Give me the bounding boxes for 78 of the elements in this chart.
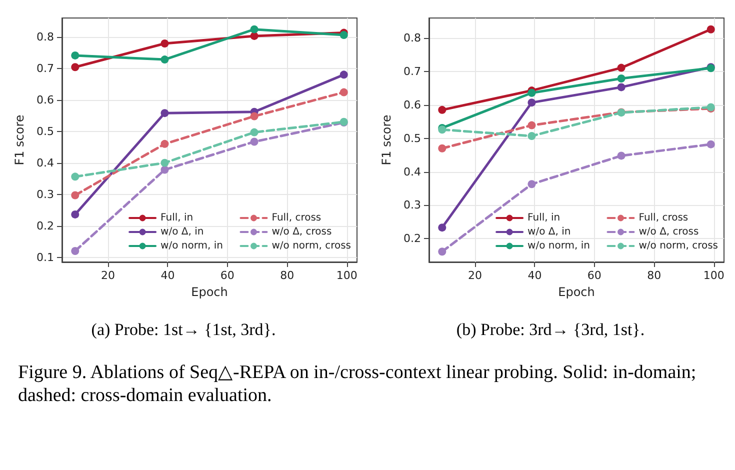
point <box>71 63 80 72</box>
point <box>528 180 536 188</box>
y-tick-label: 0.4 <box>36 156 54 170</box>
point <box>250 128 258 136</box>
x-tick-label: 60 <box>587 269 602 282</box>
y-tick-label: 0.3 <box>36 188 54 201</box>
y-tick-label: 0.5 <box>404 132 421 145</box>
legend-label: w/o Δ, in <box>528 226 571 238</box>
point <box>528 98 536 107</box>
y-tick-label: 0.3 <box>404 198 421 212</box>
point <box>160 166 169 174</box>
legend-label: Full, in <box>160 212 194 224</box>
point <box>340 88 348 96</box>
point <box>71 51 80 60</box>
text: (b) Probe: 3rd→ {3rd, 1st}. <box>455 320 646 340</box>
point <box>706 140 715 148</box>
point <box>617 64 626 72</box>
point <box>160 109 169 118</box>
x-tick-label: 80 <box>647 269 662 282</box>
point <box>706 25 715 34</box>
point <box>617 74 626 82</box>
legend-label: Full, in <box>528 212 560 224</box>
legend-label: w/o norm, cross <box>638 240 718 252</box>
point <box>250 32 258 40</box>
x-tick-label: 100 <box>336 269 358 282</box>
point <box>438 144 446 152</box>
text: (a) Probe: 1st→ {1st, 3rd}. <box>90 320 277 340</box>
y-tick-label: 0.2 <box>404 232 421 246</box>
x-tick-label: 40 <box>528 269 542 282</box>
legend-label: w/o norm, cross <box>272 240 352 252</box>
point <box>160 40 169 48</box>
point <box>250 25 258 34</box>
y-tick-label: 0.6 <box>404 98 421 112</box>
caption: Figure 9. Ablations of Seq△-REPA on in-/cross-context linear probing. Solid: in-domain; dashed: cross-domain evaluation. <box>18 362 698 408</box>
point <box>340 31 348 39</box>
x-axis-title: Epoch <box>191 284 228 299</box>
y-tick-label: 0.2 <box>36 219 54 232</box>
y-tick-label: 0.4 <box>404 165 421 178</box>
point <box>617 152 626 160</box>
point <box>250 112 258 120</box>
x-axis-title: Epoch <box>558 284 595 299</box>
y-tick-label: 0.8 <box>36 30 54 44</box>
legend-label: w/o norm, in <box>528 240 590 252</box>
y-tick-label: 0.7 <box>36 62 54 75</box>
legend-label: w/o norm, in <box>160 240 223 252</box>
x-tick-label: 40 <box>160 269 175 282</box>
legend-label: Full, cross <box>272 212 322 224</box>
point <box>438 224 446 232</box>
point <box>438 106 446 114</box>
point <box>617 83 626 92</box>
y-tick-label: 0.5 <box>36 124 54 138</box>
x-tick-label: 80 <box>280 269 294 282</box>
y-tick-label: 0.7 <box>404 64 421 78</box>
x-tick-label: 20 <box>100 269 115 282</box>
point <box>160 158 169 167</box>
y-axis-title: F1 score <box>12 114 27 166</box>
point <box>71 210 80 218</box>
legend-label: w/o Δ, in <box>160 226 204 238</box>
legend-label: Full, cross <box>638 212 688 224</box>
point <box>160 140 169 148</box>
legend-label: w/o Δ, cross <box>638 226 699 238</box>
y-axis-title: F1 score <box>380 114 394 166</box>
point <box>438 248 446 256</box>
legend-label: w/o Δ, cross <box>272 226 332 238</box>
y-tick-label: 0.1 <box>36 250 54 264</box>
point <box>71 172 80 181</box>
point <box>528 121 536 130</box>
point <box>71 191 80 200</box>
point <box>71 246 80 255</box>
y-tick-label: 0.8 <box>404 32 421 45</box>
x-tick-label: 60 <box>220 269 234 282</box>
x-tick-label: 100 <box>703 269 724 282</box>
point <box>340 70 348 79</box>
point <box>250 138 258 146</box>
y-tick-label: 0.6 <box>36 93 54 106</box>
point <box>528 132 536 140</box>
point <box>160 56 169 64</box>
x-tick-label: 20 <box>468 269 482 282</box>
